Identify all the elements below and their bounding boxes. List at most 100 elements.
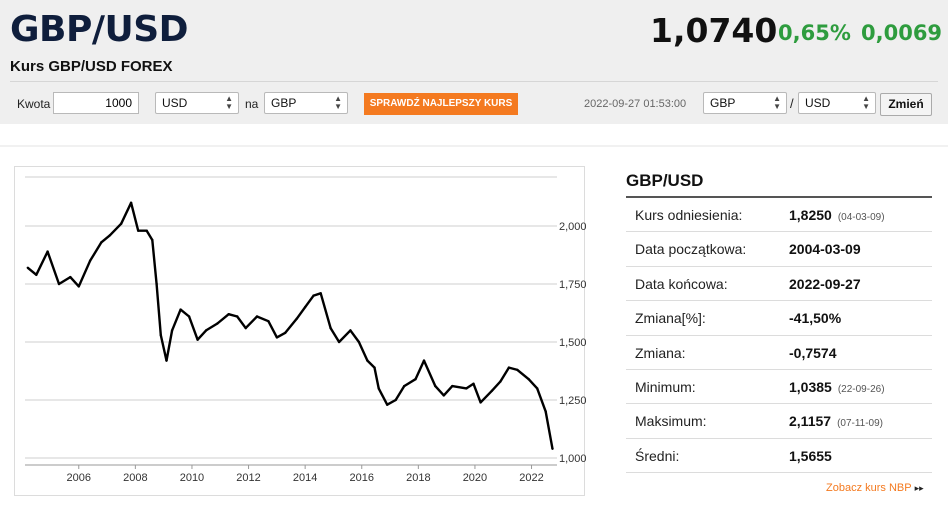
price-point (366, 359, 369, 362)
quote-currency-select[interactable]: USD ▲ ▼ (798, 92, 876, 114)
price-point (275, 336, 279, 339)
pair-title: GBP/USD (10, 9, 189, 50)
price-point (88, 259, 92, 262)
price-point (373, 366, 376, 369)
select-arrows-icon: ▲ ▼ (334, 94, 342, 111)
price-point (451, 384, 454, 388)
price-point (516, 368, 519, 372)
price-point (26, 266, 29, 269)
price-point (46, 250, 49, 253)
stats-row-reference: Kurs odniesienia: 1,8250 (04-03-09) (626, 198, 932, 233)
stats-label: Średni: (635, 447, 680, 464)
y-tick-label: 2,0000 (559, 221, 586, 233)
price-point (403, 384, 406, 388)
amount-input[interactable] (53, 92, 139, 114)
price-point (434, 384, 437, 388)
x-tick-label: 2012 (236, 472, 260, 484)
price-point (337, 340, 341, 344)
select-arrows-icon: ▲ ▼ (773, 94, 781, 111)
price-point (244, 326, 247, 330)
price-point (414, 378, 417, 381)
price-point (120, 222, 123, 225)
price-series-line (27, 201, 554, 450)
stats-label: Kurs odniesienia: (635, 207, 743, 223)
header-divider (10, 81, 938, 82)
price-point (216, 322, 219, 325)
stats-value: 2022-09-27 (789, 275, 861, 292)
price-point (319, 292, 322, 295)
price-chart[interactable]: 1,0000 1,2500 1,5000 1,7500 2,0000 2006 2008 20… (14, 166, 593, 496)
price-point (267, 320, 270, 323)
price-point (108, 234, 112, 237)
price-point (145, 229, 148, 232)
price-point (155, 282, 158, 286)
price-point (349, 329, 352, 332)
stats-label: Data początkowa: (635, 241, 747, 258)
stats-label: Data końcowa: (635, 275, 728, 292)
change-percent: 0,65% (778, 21, 851, 45)
quote-timestamp: 2022-09-27 01:53:00 (584, 98, 687, 110)
double-arrow-right-icon: ▸▸ (914, 483, 924, 493)
amount-label: Kwota (17, 97, 51, 111)
stats-label: Minimum: (635, 378, 696, 395)
stats-row-average: Średni: 1,5655 (626, 439, 932, 474)
price-point (377, 387, 380, 390)
to-currency-select[interactable]: GBP ▲ ▼ (264, 92, 348, 114)
stats-table: Kurs odniesienia: 1,8250 (04-03-09) Data … (626, 196, 932, 474)
stats-row-start-date: Data początkowa: 2004-03-09 (626, 232, 932, 267)
price-point (499, 380, 502, 383)
price-point (303, 306, 307, 309)
price-point (77, 285, 80, 288)
to-label: na (245, 97, 259, 111)
stats-row-change-pct: Zmiana[%]: -41,50% (626, 301, 932, 336)
x-tick-label: 2008 (123, 472, 147, 484)
price-point (386, 403, 389, 406)
price-point (544, 410, 547, 413)
stats-value: -0,7574 (789, 344, 837, 361)
y-tick-label: 1,7500 (559, 279, 586, 291)
price-point (394, 398, 397, 402)
price-point (329, 326, 332, 330)
price-point (422, 359, 426, 362)
price-chart-svg: 1,0000 1,2500 1,5000 1,7500 2,0000 2006 2008 20… (25, 176, 593, 484)
price-point (442, 394, 445, 397)
price-point (159, 333, 162, 337)
stats-label: Maksimum: (635, 413, 707, 430)
x-tick-label: 2018 (406, 472, 430, 484)
pair-separator: / (790, 96, 794, 111)
price-point (179, 308, 182, 311)
price-point (151, 238, 154, 242)
price-point (295, 317, 298, 320)
best-rate-button[interactable]: SPRAWDŹ NAJLEPSZY KURS (364, 93, 518, 115)
price-point (137, 229, 140, 232)
price-point (57, 282, 61, 286)
from-currency-select[interactable]: USD ▲ ▼ (155, 92, 239, 114)
stats-value: -41,50% (789, 310, 842, 327)
to-currency-value: GBP (271, 96, 297, 110)
price-point (507, 366, 511, 369)
y-tick-label: 1,2500 (559, 395, 586, 407)
stats-value: 1,0385 (22-09-26) (789, 378, 885, 395)
y-tick-label: 1,5000 (559, 337, 586, 349)
price-point (465, 387, 468, 390)
y-tick-label: 1,0000 (559, 453, 586, 465)
x-tick-label: 2022 (519, 472, 543, 484)
price-point (170, 329, 174, 332)
select-arrows-icon: ▲ ▼ (225, 94, 233, 111)
base-currency-select[interactable]: GBP ▲ ▼ (703, 92, 787, 114)
price-point (204, 329, 208, 332)
stats-value: 2004-03-09 (789, 241, 861, 258)
price-point (255, 315, 259, 318)
stats-label: Zmiana[%]: (635, 310, 706, 327)
price-point (236, 315, 239, 318)
change-pair-button[interactable]: Zmień (880, 93, 932, 116)
change-absolute: 0,0069 (861, 21, 943, 45)
nbp-rate-link[interactable]: Zobacz kurs NBP ▸▸ (826, 482, 924, 494)
x-tick-label: 2006 (67, 472, 91, 484)
x-tick-label: 2014 (293, 472, 317, 484)
from-currency-value: USD (162, 96, 188, 110)
price-point (284, 331, 287, 334)
price-point (551, 447, 554, 450)
price-point (196, 338, 199, 341)
price-point (69, 275, 72, 279)
